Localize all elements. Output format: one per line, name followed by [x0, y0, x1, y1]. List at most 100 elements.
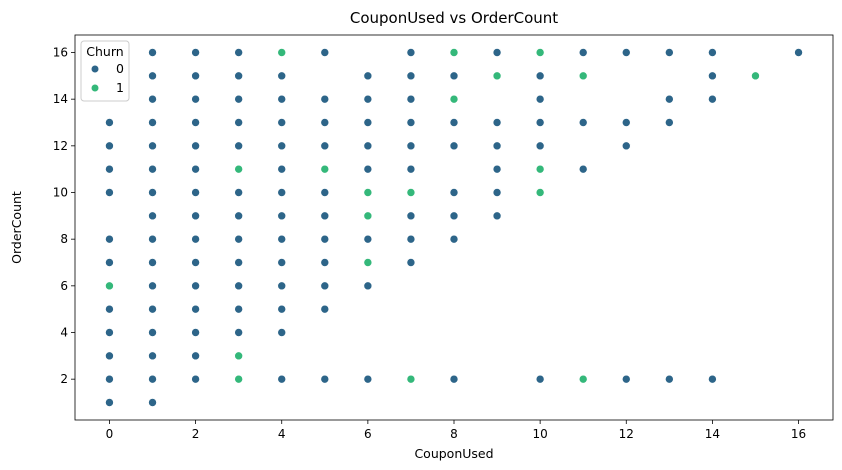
data-point-churn-0 — [320, 211, 330, 221]
data-point-churn-0 — [191, 374, 200, 384]
data-point-churn-1 — [277, 48, 287, 57]
plot-frame — [74, 34, 834, 421]
x-tick-label: 4 — [278, 427, 286, 441]
data-point-churn-0 — [277, 188, 287, 197]
data-point-churn-1 — [535, 164, 545, 174]
data-point-churn-0 — [191, 141, 200, 151]
data-point-churn-0 — [708, 94, 717, 104]
data-point-churn-1 — [578, 71, 588, 81]
data-point-churn-0 — [234, 281, 243, 291]
data-point-churn-0 — [234, 141, 243, 151]
data-point-churn-0 — [148, 281, 157, 291]
data-point-churn-0 — [191, 118, 200, 127]
data-point-churn-0 — [277, 71, 287, 81]
x-tick-label: 12 — [619, 427, 634, 441]
data-point-churn-1 — [234, 374, 243, 384]
y-tick-label: 14 — [53, 92, 68, 106]
data-point-churn-0 — [148, 374, 157, 384]
data-point-churn-0 — [234, 234, 243, 244]
data-point-churn-0 — [320, 141, 330, 151]
data-point-churn-1 — [535, 188, 545, 197]
data-point-churn-0 — [191, 188, 200, 197]
data-point-churn-0 — [363, 141, 373, 151]
data-point-churn-0 — [406, 258, 416, 267]
data-point-churn-0 — [320, 234, 330, 244]
data-point-churn-0 — [191, 328, 200, 337]
data-point-churn-0 — [535, 141, 545, 151]
data-point-churn-1 — [535, 48, 545, 57]
plot-area — [74, 34, 834, 421]
data-point-churn-0 — [105, 234, 114, 244]
data-point-churn-0 — [708, 374, 717, 384]
data-point-churn-0 — [148, 188, 157, 197]
data-point-churn-0 — [148, 234, 157, 244]
x-axis-ticks: 0 2 4 6 8 10 12 14 16 — [106, 420, 806, 441]
data-point-churn-0 — [363, 71, 373, 81]
data-point-churn-0 — [277, 258, 287, 267]
data-point-churn-0 — [535, 71, 545, 81]
data-point-churn-0 — [234, 328, 243, 337]
y-tick-label: 6 — [60, 279, 68, 293]
data-point-churn-0 — [492, 118, 502, 127]
data-point-churn-0 — [320, 374, 330, 384]
data-point-churn-0 — [492, 188, 502, 197]
data-point-churn-0 — [148, 48, 157, 57]
data-point-churn-0 — [105, 188, 114, 197]
data-point-churn-0 — [105, 141, 114, 151]
legend-entry-label: 1 — [116, 80, 124, 95]
data-point-churn-0 — [105, 374, 114, 384]
data-point-churn-0 — [277, 374, 287, 384]
data-point-churn-1 — [105, 281, 114, 291]
chart-title: CouponUsed vs OrderCount — [350, 9, 558, 27]
data-point-churn-0 — [148, 328, 157, 337]
data-point-churn-0 — [449, 188, 459, 197]
data-point-churn-0 — [578, 118, 588, 127]
data-point-churn-0 — [234, 188, 243, 197]
data-point-churn-0 — [535, 94, 545, 104]
data-point-churn-1 — [320, 164, 330, 174]
data-point-churn-0 — [234, 211, 243, 221]
data-point-churn-0 — [148, 258, 157, 267]
data-point-churn-0 — [105, 351, 114, 361]
data-point-churn-0 — [320, 118, 330, 127]
y-tick-label: 8 — [60, 232, 68, 246]
data-point-churn-0 — [234, 94, 243, 104]
data-point-churn-0 — [621, 118, 631, 127]
data-point-churn-1 — [406, 374, 416, 384]
legend-marker-1 — [91, 84, 99, 92]
x-tick-label: 8 — [450, 427, 458, 441]
data-point-churn-0 — [191, 258, 200, 267]
data-point-churn-0 — [406, 141, 416, 151]
data-point-churn-0 — [320, 258, 330, 267]
data-point-churn-0 — [191, 304, 200, 314]
data-point-churn-0 — [148, 304, 157, 314]
data-point-churn-0 — [665, 374, 674, 384]
data-point-churn-0 — [234, 118, 243, 127]
data-point-churn-1 — [234, 351, 243, 361]
data-point-churn-0 — [191, 71, 200, 81]
data-point-churn-0 — [363, 164, 373, 174]
data-point-churn-1 — [578, 374, 588, 384]
data-point-churn-0 — [277, 118, 287, 127]
data-point-churn-0 — [406, 118, 416, 127]
data-point-churn-0 — [105, 304, 114, 314]
data-point-churn-0 — [665, 94, 674, 104]
data-point-churn-0 — [406, 71, 416, 81]
data-point-churn-0 — [621, 141, 631, 151]
data-point-churn-0 — [492, 164, 502, 174]
data-point-churn-0 — [277, 211, 287, 221]
data-point-churn-0 — [105, 164, 114, 174]
data-point-churn-0 — [148, 94, 157, 104]
data-point-churn-0 — [148, 164, 157, 174]
data-point-churn-0 — [105, 328, 114, 337]
data-point-churn-0 — [665, 118, 674, 127]
data-point-churn-0 — [406, 234, 416, 244]
data-point-churn-0 — [277, 328, 287, 337]
data-point-churn-0 — [191, 351, 200, 361]
x-tick-label: 2 — [192, 427, 200, 441]
data-point-churn-0 — [363, 281, 373, 291]
y-tick-label: 10 — [53, 186, 68, 200]
data-point-churn-0 — [277, 141, 287, 151]
data-point-churn-0 — [535, 374, 545, 384]
data-point-churn-0 — [105, 118, 114, 127]
